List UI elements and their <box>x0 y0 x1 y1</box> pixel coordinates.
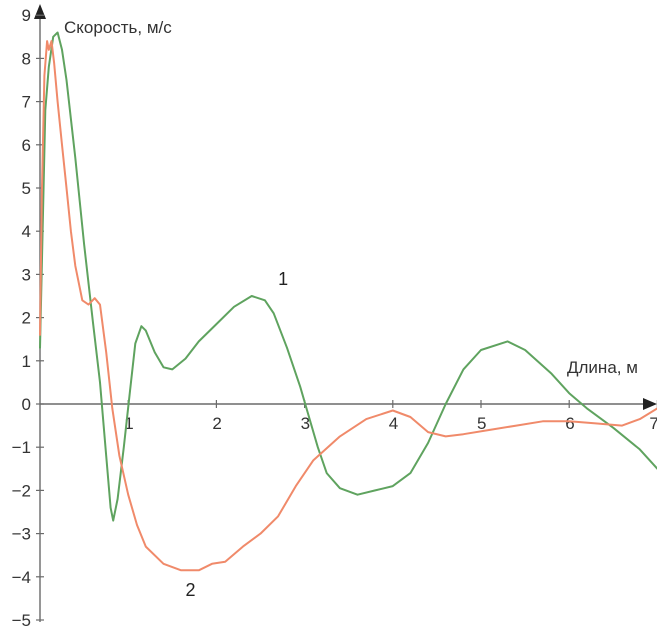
y-tick-label: −1 <box>12 438 31 457</box>
y-tick-label: 3 <box>22 265 31 284</box>
y-tick-label: 5 <box>22 179 31 198</box>
y-axis-arrow <box>34 4 46 19</box>
x-axis-arrow <box>643 398 657 410</box>
y-tick-label: −4 <box>12 568 31 587</box>
x-tick-label: 7 <box>649 414 657 433</box>
x-tick-label: 1 <box>124 414 133 433</box>
y-tick-label: 1 <box>22 352 31 371</box>
series-lines <box>39 31 657 572</box>
x-tick-label: 3 <box>301 414 310 433</box>
x-tick-label: 2 <box>212 414 221 433</box>
y-tick-label: 6 <box>22 136 31 155</box>
x-tick-label: 5 <box>477 414 486 433</box>
y-tick-label: −2 <box>12 481 31 500</box>
x-tick-label: 4 <box>389 414 398 433</box>
y-tick-label: 8 <box>22 49 31 68</box>
series-labels: 12 <box>186 269 289 600</box>
series-line-2 <box>39 40 657 572</box>
y-tick-label: 9 <box>22 6 31 25</box>
y-axis-title: Скорость, м/с <box>64 18 172 37</box>
x-tick-label: 6 <box>565 414 574 433</box>
y-tick-label: 0 <box>22 395 31 414</box>
y-tick-label: −3 <box>12 525 31 544</box>
series-line-1 <box>39 31 657 522</box>
y-tick-label: 4 <box>22 222 31 241</box>
x-axis-title: Длина, м <box>567 358 638 377</box>
series-label-2: 2 <box>186 580 196 600</box>
series-label-1: 1 <box>278 269 288 289</box>
y-tick-label: 2 <box>22 309 31 328</box>
ticks <box>36 14 657 621</box>
y-tick-label: 7 <box>22 93 31 112</box>
y-tick-label: −5 <box>12 611 31 628</box>
